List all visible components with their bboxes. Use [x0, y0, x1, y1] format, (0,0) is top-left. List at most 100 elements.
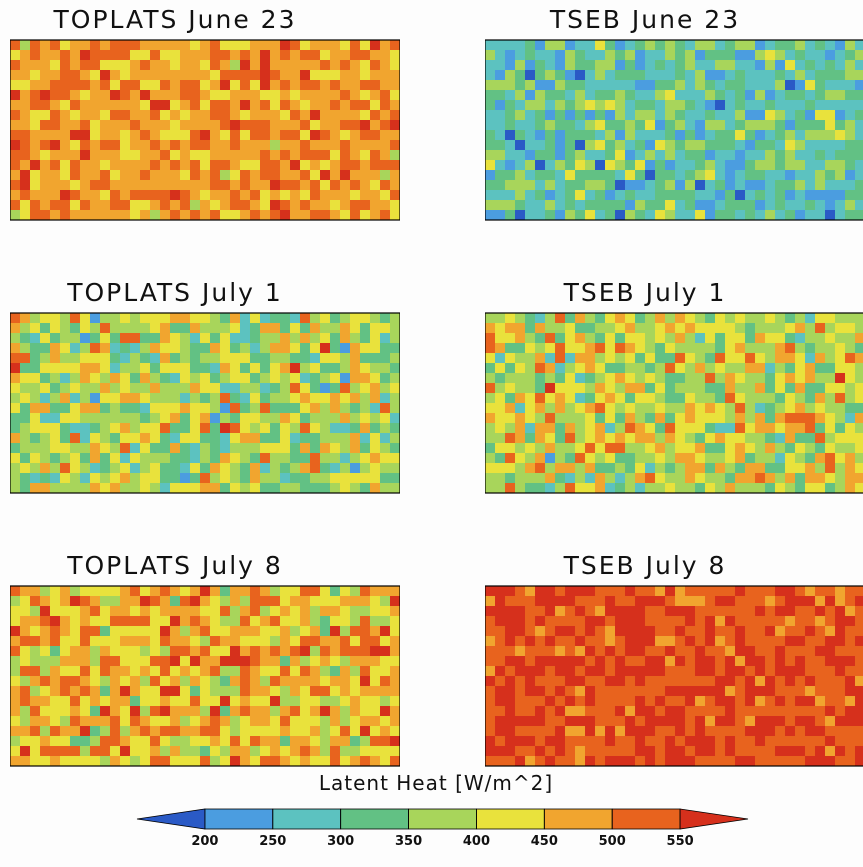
- map-cell: [505, 373, 516, 384]
- map-cell: [575, 190, 586, 201]
- map-cell: [130, 626, 141, 637]
- map-cell: [80, 726, 91, 737]
- map-cell: [785, 150, 796, 161]
- map-cell: [30, 80, 41, 91]
- map-cell: [705, 626, 716, 637]
- map-cell: [80, 90, 91, 101]
- map-cell: [140, 353, 151, 364]
- map-cell: [90, 626, 101, 637]
- map-cell: [30, 483, 41, 494]
- map-cell: [320, 343, 331, 354]
- map-cell: [390, 343, 401, 354]
- map-cell: [390, 323, 401, 334]
- map-cell: [200, 70, 211, 81]
- map-cell: [110, 363, 121, 374]
- map-cell: [515, 586, 526, 597]
- map-cell: [495, 423, 506, 434]
- map-cell: [505, 736, 516, 747]
- map-cell: [815, 50, 826, 61]
- map-cell: [565, 483, 576, 494]
- map-cell: [675, 483, 686, 494]
- map-cell: [735, 606, 746, 617]
- map-cell: [340, 200, 351, 211]
- map-cell: [625, 110, 636, 121]
- map-cell: [705, 433, 716, 444]
- map-cell: [180, 423, 191, 434]
- map-cell: [555, 463, 566, 474]
- map-cell: [70, 756, 81, 767]
- map-cell: [695, 413, 706, 424]
- map-cell: [565, 210, 576, 221]
- map-cell: [645, 40, 656, 51]
- map-cell: [380, 626, 391, 637]
- map-cell: [625, 433, 636, 444]
- map-cell: [535, 140, 546, 151]
- map-cell: [725, 393, 736, 404]
- map-cell: [110, 313, 121, 324]
- map-cell: [300, 686, 311, 697]
- map-cell: [300, 110, 311, 121]
- map-cell: [495, 453, 506, 464]
- map-cell: [140, 110, 151, 121]
- map-cell: [815, 180, 826, 191]
- map-cell: [555, 60, 566, 71]
- map-cell: [170, 756, 181, 767]
- map-cell: [380, 190, 391, 201]
- map-cell: [705, 473, 716, 484]
- map-cell: [825, 423, 836, 434]
- map-cell: [785, 313, 796, 324]
- map-cell: [665, 150, 676, 161]
- map-cell: [240, 676, 251, 687]
- map-cell: [635, 483, 646, 494]
- map-cell: [60, 180, 71, 191]
- map-cell: [130, 443, 141, 454]
- map-cell: [735, 120, 746, 131]
- map-cell: [140, 413, 151, 424]
- map-cell: [555, 90, 566, 101]
- map-cell: [835, 453, 846, 464]
- map-cell: [280, 483, 291, 494]
- map-cell: [555, 150, 566, 161]
- map-cell: [535, 323, 546, 334]
- map-cell: [585, 596, 596, 607]
- map-cell: [675, 706, 686, 717]
- map-cell: [160, 80, 171, 91]
- map-cell: [555, 383, 566, 394]
- map-cell: [805, 110, 816, 121]
- map-cell: [80, 586, 91, 597]
- map-cell: [30, 343, 41, 354]
- map-cell: [330, 363, 341, 374]
- map-cell: [330, 140, 341, 151]
- map-cell: [535, 586, 546, 597]
- map-cell: [390, 483, 401, 494]
- map-cell: [250, 433, 261, 444]
- map-cell: [190, 383, 201, 394]
- map-cell: [80, 686, 91, 697]
- map-cell: [695, 746, 706, 757]
- map-cell: [350, 393, 361, 404]
- map-cell: [300, 586, 311, 597]
- map-cell: [815, 423, 826, 434]
- map-cell: [190, 463, 201, 474]
- map-cell: [825, 716, 836, 727]
- map-cell: [220, 586, 231, 597]
- map-cell: [595, 626, 606, 637]
- map-cell: [585, 150, 596, 161]
- map-cell: [535, 756, 546, 767]
- map-cell: [30, 726, 41, 737]
- map-cell: [120, 686, 131, 697]
- map-cell: [360, 343, 371, 354]
- map-cell: [525, 443, 536, 454]
- map-cell: [160, 200, 171, 211]
- map-cell: [825, 190, 836, 201]
- map-cell: [110, 586, 121, 597]
- map-cell: [130, 453, 141, 464]
- map-cell: [495, 353, 506, 364]
- map-cell: [515, 70, 526, 81]
- map-cell: [725, 130, 736, 141]
- map-cell: [545, 726, 556, 737]
- map-cell: [515, 666, 526, 677]
- map-cell: [130, 363, 141, 374]
- map-cell: [735, 463, 746, 474]
- map-cell: [835, 333, 846, 344]
